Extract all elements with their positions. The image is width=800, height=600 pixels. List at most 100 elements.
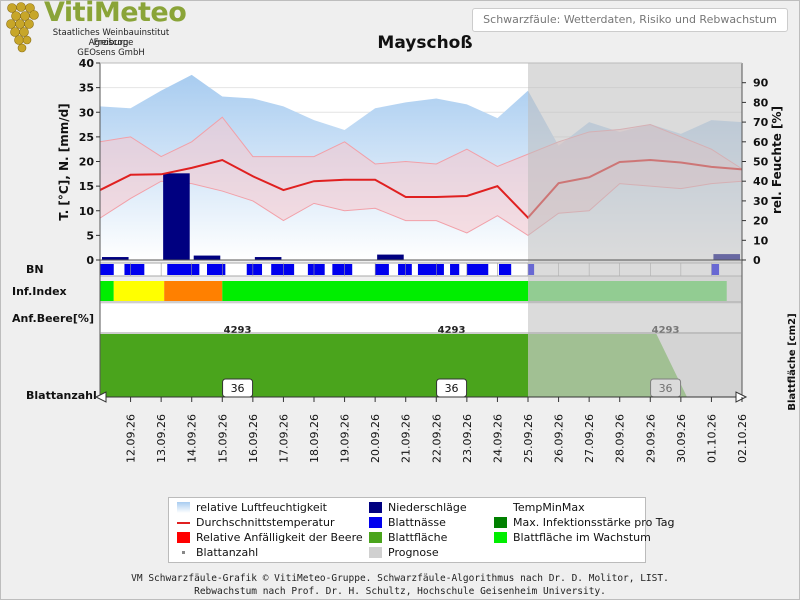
y-right-tick-label: 30 — [753, 195, 769, 208]
leaf-wetness-segment — [332, 264, 353, 275]
institute-line: Agroscope — [88, 38, 134, 48]
logo-title: VitiMeteo — [44, 0, 187, 28]
y-right-tick-label: 50 — [753, 156, 769, 169]
infection-row-label: Inf.Index — [12, 285, 67, 298]
footer-credit-1: VM Schwarzfäule-Grafik © VitiMeteo-Grupp… — [131, 573, 669, 584]
leaf-wetness-segment — [207, 264, 226, 275]
legend-swatch — [177, 521, 190, 524]
leaf-wetness-segment — [307, 264, 325, 275]
legend-label: Niederschläge — [388, 500, 467, 514]
y-left-tick-label: 30 — [79, 106, 95, 119]
leaf-wetness-segment — [450, 264, 460, 275]
x-tick-label: 21.09.26 — [400, 414, 413, 463]
y-right-tick-label: 10 — [753, 234, 769, 247]
legend: relative Luftfeuchtigkeit Niederschläge Te… — [168, 497, 674, 563]
leaf-area-label: 4293 — [224, 325, 252, 336]
leaf-wetness-segment — [375, 264, 389, 275]
y-right-tick-label: 20 — [753, 215, 769, 228]
y-right-tick-label: 70 — [753, 116, 769, 129]
infection-segment — [164, 281, 223, 301]
legend-label: Max. Infektionsstärke pro Tag — [513, 515, 675, 529]
legend-item: Niederschläge — [369, 500, 467, 514]
institute-line: Staatliches Weinbauinstitut Freiburg — [52, 28, 170, 48]
y-left-tick-label: 0 — [86, 254, 94, 267]
x-tick-label: 12.09.26 — [125, 414, 138, 463]
precip-bar — [254, 257, 282, 260]
footer-credit-2: Rebwachstum nach Prof. Dr. H. Schultz, H… — [194, 586, 606, 597]
legend-swatch — [177, 531, 190, 543]
legend-item: Blattfläche im Wachstum — [494, 530, 651, 544]
x-tick-label: 20.09.26 — [369, 414, 382, 463]
x-tick-label: 16.09.26 — [247, 414, 260, 463]
leaf-wetness-segment — [498, 264, 512, 275]
legend-item: TempMinMax — [494, 500, 585, 514]
y-left-tick-label: 10 — [79, 205, 95, 218]
legend-label: Blattnässe — [388, 515, 446, 529]
x-tick-label: 19.09.26 — [339, 414, 352, 463]
legend-swatch — [494, 531, 507, 543]
y-left-axis-title: T. [°C], N. [mm/d] — [57, 103, 71, 220]
page-title: Mayschoß — [377, 33, 473, 53]
infection-segment — [222, 281, 529, 301]
leaf-wetness-segment — [466, 264, 489, 275]
x-tick-label: 25.09.26 — [522, 414, 535, 463]
legend-item: Max. Infektionsstärke pro Tag — [494, 515, 674, 529]
legend-item: Prognose — [369, 545, 439, 559]
y-left-tick-label: 40 — [79, 57, 95, 70]
y-left-tick-label: 15 — [79, 180, 94, 193]
legend-label: Blattfläche im Wachstum — [513, 530, 651, 544]
legend-swatch — [494, 502, 507, 513]
subtitle-box: Schwarzfäule: Wetterdaten, Risiko und Re… — [472, 8, 788, 32]
x-tick-label: 26.09.26 — [553, 414, 566, 463]
x-tick-label: 17.09.26 — [277, 414, 290, 463]
legend-label: Relative Anfälligkeit der Beere — [196, 530, 363, 544]
x-tick-label: 22.09.26 — [430, 414, 443, 463]
legend-swatch — [369, 501, 382, 513]
infection-segment — [100, 281, 114, 301]
leaf-area-label: 4293 — [438, 325, 466, 336]
legend-swatch — [369, 516, 382, 528]
legend-swatch — [494, 516, 507, 528]
leaf-wetness-segment — [167, 264, 200, 275]
leaf-wetness-segment — [271, 264, 295, 275]
leaf-wetness-segment — [417, 264, 444, 275]
leaf-count-row-label: Blattanzahl — [26, 389, 97, 402]
y-right-tick-label: 40 — [753, 175, 769, 188]
y-left-tick-label: 35 — [79, 82, 94, 95]
leaf-wetness-segment — [398, 264, 412, 275]
berry-row-label: Anf.Beere[%] — [12, 312, 94, 325]
legend-item: Blattfläche — [369, 530, 447, 544]
x-tick-label: 15.09.26 — [216, 414, 229, 463]
legend-label: Durchschnittstemperatur — [196, 515, 335, 529]
x-tick-label: 23.09.26 — [461, 414, 474, 463]
precip-bar — [102, 257, 129, 260]
institute-line: GEOsens GmbH — [77, 48, 145, 58]
precip-bar — [193, 255, 221, 260]
y-right-tick-label: 90 — [753, 77, 769, 90]
legend-item: Durchschnittstemperatur — [177, 515, 335, 529]
legend-swatch — [369, 546, 382, 558]
y-right-axis-title: rel. Feuchte [%] — [770, 106, 784, 214]
y-right-tick-label: 0 — [753, 254, 761, 267]
x-axis-left-arrow-icon — [94, 391, 107, 403]
infection-segment — [113, 281, 165, 301]
legend-swatch — [182, 550, 185, 554]
precip-bar — [377, 254, 404, 260]
legend-swatch — [177, 501, 190, 513]
legend-label: Blattfläche — [388, 530, 448, 544]
x-tick-label: 27.09.26 — [583, 414, 596, 463]
x-tick-label: 29.09.26 — [644, 414, 657, 463]
y-right-tick-label: 80 — [753, 96, 769, 109]
legend-item: Blattnässe — [369, 515, 446, 529]
legend-label: relative Luftfeuchtigkeit — [196, 500, 327, 514]
x-axis-right-arrow-icon — [735, 391, 748, 403]
x-tick-label: 18.09.26 — [308, 414, 321, 463]
leaf-wetness-segment — [100, 264, 114, 275]
leaf-wetness-segment — [124, 264, 145, 275]
forecast-overlay — [528, 63, 742, 397]
precip-bar — [163, 173, 190, 260]
leaf-count-label: 36 — [445, 382, 459, 395]
x-tick-label: 13.09.26 — [155, 414, 168, 463]
x-tick-label: 24.09.26 — [491, 414, 504, 463]
legend-swatch — [369, 531, 382, 543]
